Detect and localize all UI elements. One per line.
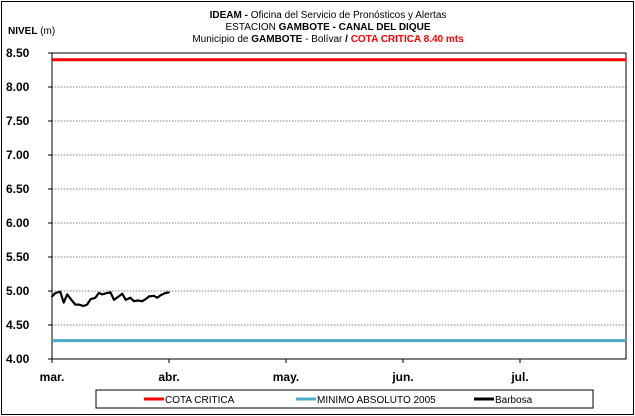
data-point <box>148 295 151 298</box>
chart-title-line-2: ESTACION GAMBOTE - CANAL DEL DIQUE <box>225 22 430 33</box>
y-tick-label: 7.00 <box>6 148 30 162</box>
data-point <box>59 290 62 293</box>
x-axis-ticks: mar. abr. may. jun. jul. <box>40 359 529 384</box>
chart-title-line-3: Municipio de GAMBOTE - Bolívar / COTA CR… <box>192 34 464 45</box>
data-point <box>156 296 159 299</box>
series-lines <box>51 58 626 343</box>
data-point <box>94 296 97 299</box>
data-point <box>152 294 155 297</box>
data-point <box>121 292 124 295</box>
y-tick-label: 6.50 <box>6 182 30 196</box>
data-point <box>82 305 85 307</box>
gridlines <box>52 86 626 326</box>
plot-area <box>51 52 627 360</box>
data-point <box>97 292 100 294</box>
data-point <box>164 292 167 294</box>
x-tick-label: jul. <box>510 370 528 384</box>
data-point <box>78 303 80 306</box>
data-point <box>66 293 69 296</box>
chart-title-line-1: IDEAM - Oficina del Servicio de Pronósti… <box>210 10 447 21</box>
y-tick-label: 4.50 <box>6 318 30 332</box>
data-point <box>86 303 88 306</box>
y-tick-label: 4.00 <box>6 352 30 366</box>
y-tick-label: 8.00 <box>6 80 30 94</box>
data-point <box>159 294 162 296</box>
data-point <box>141 300 143 303</box>
data-point <box>74 303 77 306</box>
legend-label: COTA CRITICA <box>165 395 235 406</box>
y-tick-label: 5.00 <box>6 284 30 298</box>
y-axis-ticks: 4.00 4.50 5.00 5.50 6.00 6.50 7.00 7.50 8.00 8.50 <box>6 46 52 366</box>
x-tick-label: jun. <box>391 370 413 384</box>
data-point <box>101 293 104 296</box>
data-point <box>124 298 127 301</box>
y-tick-label: 7.50 <box>6 114 30 128</box>
data-point <box>117 295 120 298</box>
data-point <box>129 296 132 299</box>
x-tick-label: abr. <box>158 370 179 384</box>
x-tick-label: may. <box>273 370 299 384</box>
data-point <box>54 292 57 294</box>
data-point <box>70 299 73 302</box>
legend-label: MINIMO ABSOLUTO 2005 <box>317 395 436 406</box>
data-point <box>133 300 135 303</box>
legend: COTA CRITICA MINIMO ABSOLUTO 2005 Barbosa <box>95 389 594 409</box>
data-point <box>51 295 53 298</box>
data-point <box>136 299 139 302</box>
y-axis-label: NIVEL (m) <box>8 26 55 37</box>
y-tick-label: 8.50 <box>6 46 30 60</box>
data-point <box>168 291 170 294</box>
data-point <box>62 301 65 304</box>
x-tick-label: mar. <box>40 370 65 384</box>
data-point <box>106 292 108 294</box>
data-point <box>89 298 92 301</box>
legend-label: Barbosa <box>495 395 533 406</box>
legend-box <box>95 389 594 409</box>
data-point <box>144 298 147 301</box>
y-tick-label: 5.50 <box>6 250 30 264</box>
data-point <box>113 298 115 301</box>
y-tick-label: 6.00 <box>6 216 30 230</box>
data-point <box>109 291 112 294</box>
